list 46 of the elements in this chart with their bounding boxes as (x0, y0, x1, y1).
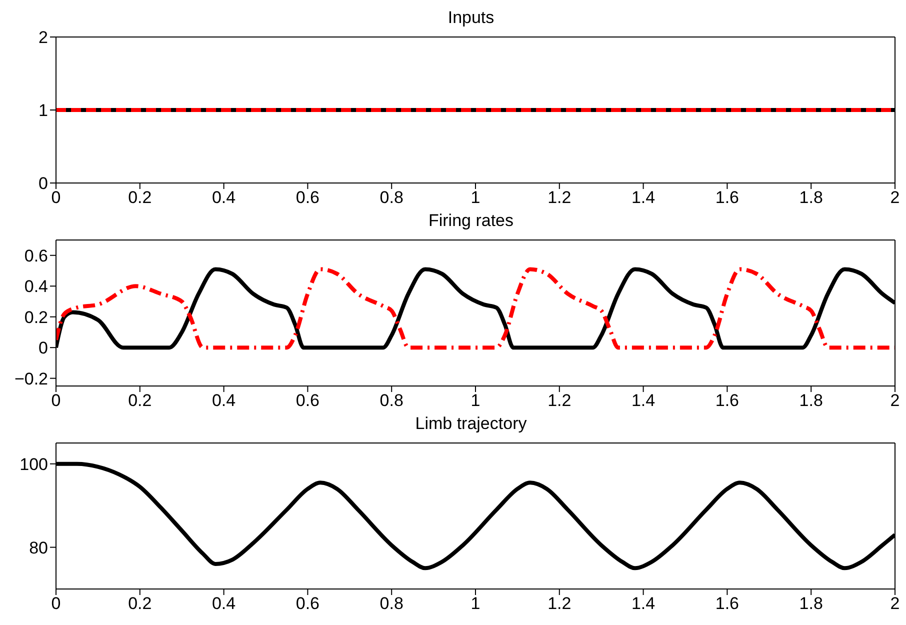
x-tick-label: 0.2 (128, 594, 152, 614)
x-tick-label: 0.4 (212, 594, 236, 614)
x-tick-label: 1 (470, 391, 480, 410)
x-tick-label: 0.6 (296, 391, 320, 410)
x-tick-label: 0.8 (380, 188, 404, 208)
x-tick-label: 0.8 (380, 594, 404, 614)
x-tick-label: 0.2 (128, 391, 152, 410)
chart-title: Inputs (446, 8, 496, 29)
y-tick-label: −0.2 (14, 369, 48, 388)
x-tick-label: 1.2 (548, 391, 572, 410)
x-tick-label: 1.6 (715, 188, 740, 208)
x-tick-label: 1.8 (799, 188, 823, 208)
y-tick-label: 0.6 (24, 246, 48, 266)
x-tick-label: 1.2 (548, 594, 572, 614)
x-tick-label: 2 (890, 391, 900, 410)
x-tick-label: 1.2 (548, 188, 572, 208)
chart-title: Limb trajectory (414, 414, 528, 435)
y-tick-label: 0 (38, 174, 48, 194)
x-tick-label: 2 (890, 594, 900, 614)
x-tick-label: 0.4 (212, 188, 236, 208)
x-tick-label: 1.4 (631, 594, 656, 614)
y-tick-label: 0 (38, 338, 48, 358)
y-tick-label: 0.2 (24, 308, 48, 327)
x-tick-label: 1 (470, 188, 480, 208)
y-tick-label: 0.4 (24, 277, 48, 296)
x-tick-label: 1 (470, 594, 480, 614)
x-tick-label: 0.6 (296, 188, 320, 208)
y-tick-label: 80 (29, 538, 48, 558)
x-tick-label: 1.4 (631, 188, 656, 208)
y-tick-label: 1 (38, 101, 48, 120)
x-tick-label: 1.6 (715, 594, 740, 614)
x-tick-label: 0.6 (296, 594, 320, 614)
x-tick-label: 0 (51, 188, 61, 208)
x-tick-label: 0.2 (128, 188, 152, 208)
x-tick-label: 1.6 (715, 391, 740, 410)
x-tick-label: 1.8 (799, 594, 823, 614)
chart-title: Firing rates (427, 211, 515, 232)
x-tick-label: 1.8 (799, 391, 823, 410)
x-tick-label: 0 (51, 594, 61, 614)
x-tick-label: 0.8 (380, 391, 404, 410)
x-tick-label: 1.4 (631, 391, 656, 410)
x-tick-label: 2 (890, 188, 900, 208)
y-tick-label: 100 (20, 454, 48, 474)
x-tick-label: 0 (51, 391, 61, 410)
y-tick-label: 2 (38, 28, 48, 48)
x-tick-label: 0.4 (212, 391, 236, 410)
